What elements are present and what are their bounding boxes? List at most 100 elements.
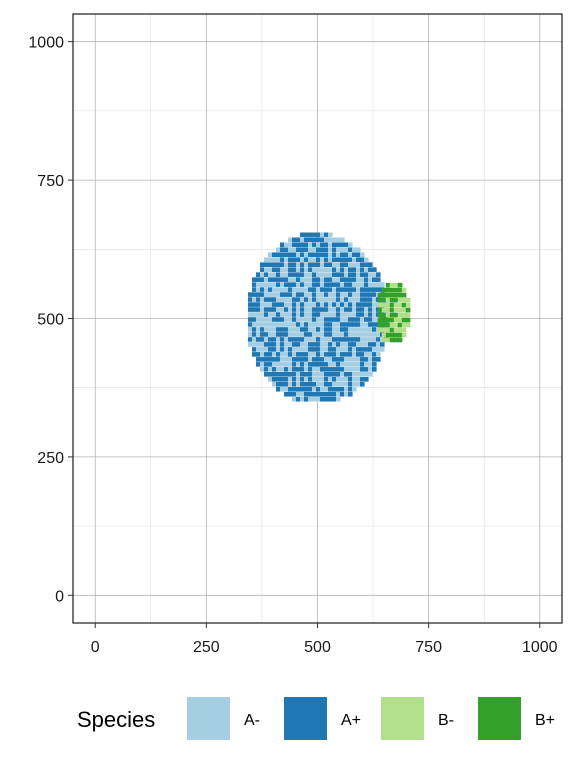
point-Aplus (368, 267, 373, 272)
point-Aminus (347, 367, 353, 372)
point-Aplus (364, 287, 369, 292)
point-Aplus (255, 357, 261, 362)
point-Aminus (368, 352, 373, 357)
point-Aminus (315, 377, 321, 382)
point-Aminus (351, 332, 357, 337)
point-Aminus (372, 317, 377, 322)
point-Aminus (251, 322, 257, 327)
legend-key (284, 697, 327, 740)
point-Aminus (259, 322, 265, 327)
point-Aminus (311, 267, 317, 272)
point-Aminus (339, 332, 345, 337)
point-Aminus (331, 332, 337, 337)
point-Aminus (295, 347, 301, 352)
point-Aminus (291, 277, 297, 282)
point-Bplus (385, 287, 391, 293)
point-Aminus (368, 367, 373, 372)
point-Aminus (263, 347, 269, 352)
point-Aminus (347, 362, 353, 367)
point-Aplus (307, 362, 313, 367)
point-Aminus (303, 312, 309, 317)
point-Aplus (303, 386, 309, 392)
point-Aminus (335, 352, 341, 357)
point-Aplus (335, 312, 341, 317)
point-Aplus (299, 327, 305, 332)
point-Aplus (359, 362, 365, 367)
point-Aminus (372, 272, 377, 277)
point-Aminus (343, 391, 349, 397)
point-Aplus (275, 352, 281, 357)
point-Bplus (389, 327, 395, 333)
point-Aminus (315, 292, 321, 297)
point-Aplus (291, 362, 297, 367)
point-Bplus (401, 302, 407, 308)
point-Aminus (343, 317, 349, 322)
point-Aplus (364, 277, 369, 282)
point-Aplus (283, 307, 289, 312)
point-Aminus (267, 312, 273, 317)
point-Aminus (259, 342, 265, 347)
point-Aplus (327, 262, 333, 267)
y-tick-label: 750 (37, 173, 64, 190)
point-Aminus (319, 292, 325, 297)
point-Aplus (291, 242, 297, 248)
point-Aminus (287, 307, 293, 312)
point-Aplus (359, 347, 365, 352)
point-Aplus (299, 386, 305, 392)
point-Aplus (291, 377, 297, 382)
point-Aplus (247, 307, 253, 312)
point-Bminus (389, 282, 395, 288)
point-Aplus (347, 302, 353, 307)
point-Aminus (275, 292, 281, 297)
point-Aminus (372, 282, 377, 287)
point-Aplus (339, 337, 345, 342)
point-Aminus (343, 312, 349, 317)
point-Aminus (343, 377, 349, 382)
point-Aplus (283, 252, 289, 258)
point-Aplus (259, 267, 265, 272)
point-Aminus (380, 347, 385, 352)
point-Aplus (347, 322, 353, 327)
point-Aplus (323, 322, 329, 327)
point-Aplus (251, 277, 257, 282)
point-Aplus (331, 317, 337, 322)
point-Aplus (267, 337, 273, 342)
point-Aminus (299, 332, 305, 337)
point-Aplus (315, 342, 321, 347)
point-Aplus (331, 302, 337, 307)
point-Aminus (319, 337, 325, 342)
point-Bminus (377, 327, 383, 333)
point-Aplus (299, 302, 305, 307)
point-Aplus (291, 367, 297, 372)
point-Aplus (327, 342, 333, 347)
point-Aminus (279, 272, 285, 277)
point-Aminus (295, 267, 301, 272)
point-Aminus (311, 302, 317, 307)
point-Aplus (299, 267, 305, 272)
point-Aminus (263, 277, 269, 282)
point-Aplus (319, 391, 325, 397)
point-Aminus (339, 342, 345, 347)
point-Aplus (372, 267, 377, 272)
point-Bminus (405, 297, 411, 303)
point-Aminus (315, 396, 321, 402)
point-Aminus (255, 282, 261, 287)
point-Aplus (271, 297, 277, 302)
point-Aplus (303, 327, 309, 332)
point-Aplus (347, 292, 353, 297)
point-Bminus (397, 307, 403, 313)
point-Aplus (364, 297, 369, 302)
point-Aplus (283, 377, 289, 382)
point-Aplus (307, 332, 313, 337)
point-Aminus (319, 302, 325, 307)
point-Aplus (323, 242, 329, 248)
point-Aminus (255, 322, 261, 327)
point-Aminus (376, 352, 381, 357)
point-Bminus (397, 302, 403, 308)
point-Aminus (271, 282, 277, 287)
point-Aminus (323, 386, 329, 392)
point-Aminus (259, 272, 265, 277)
point-Aplus (283, 327, 289, 332)
point-Aplus (275, 386, 281, 392)
point-Aplus (311, 312, 317, 317)
